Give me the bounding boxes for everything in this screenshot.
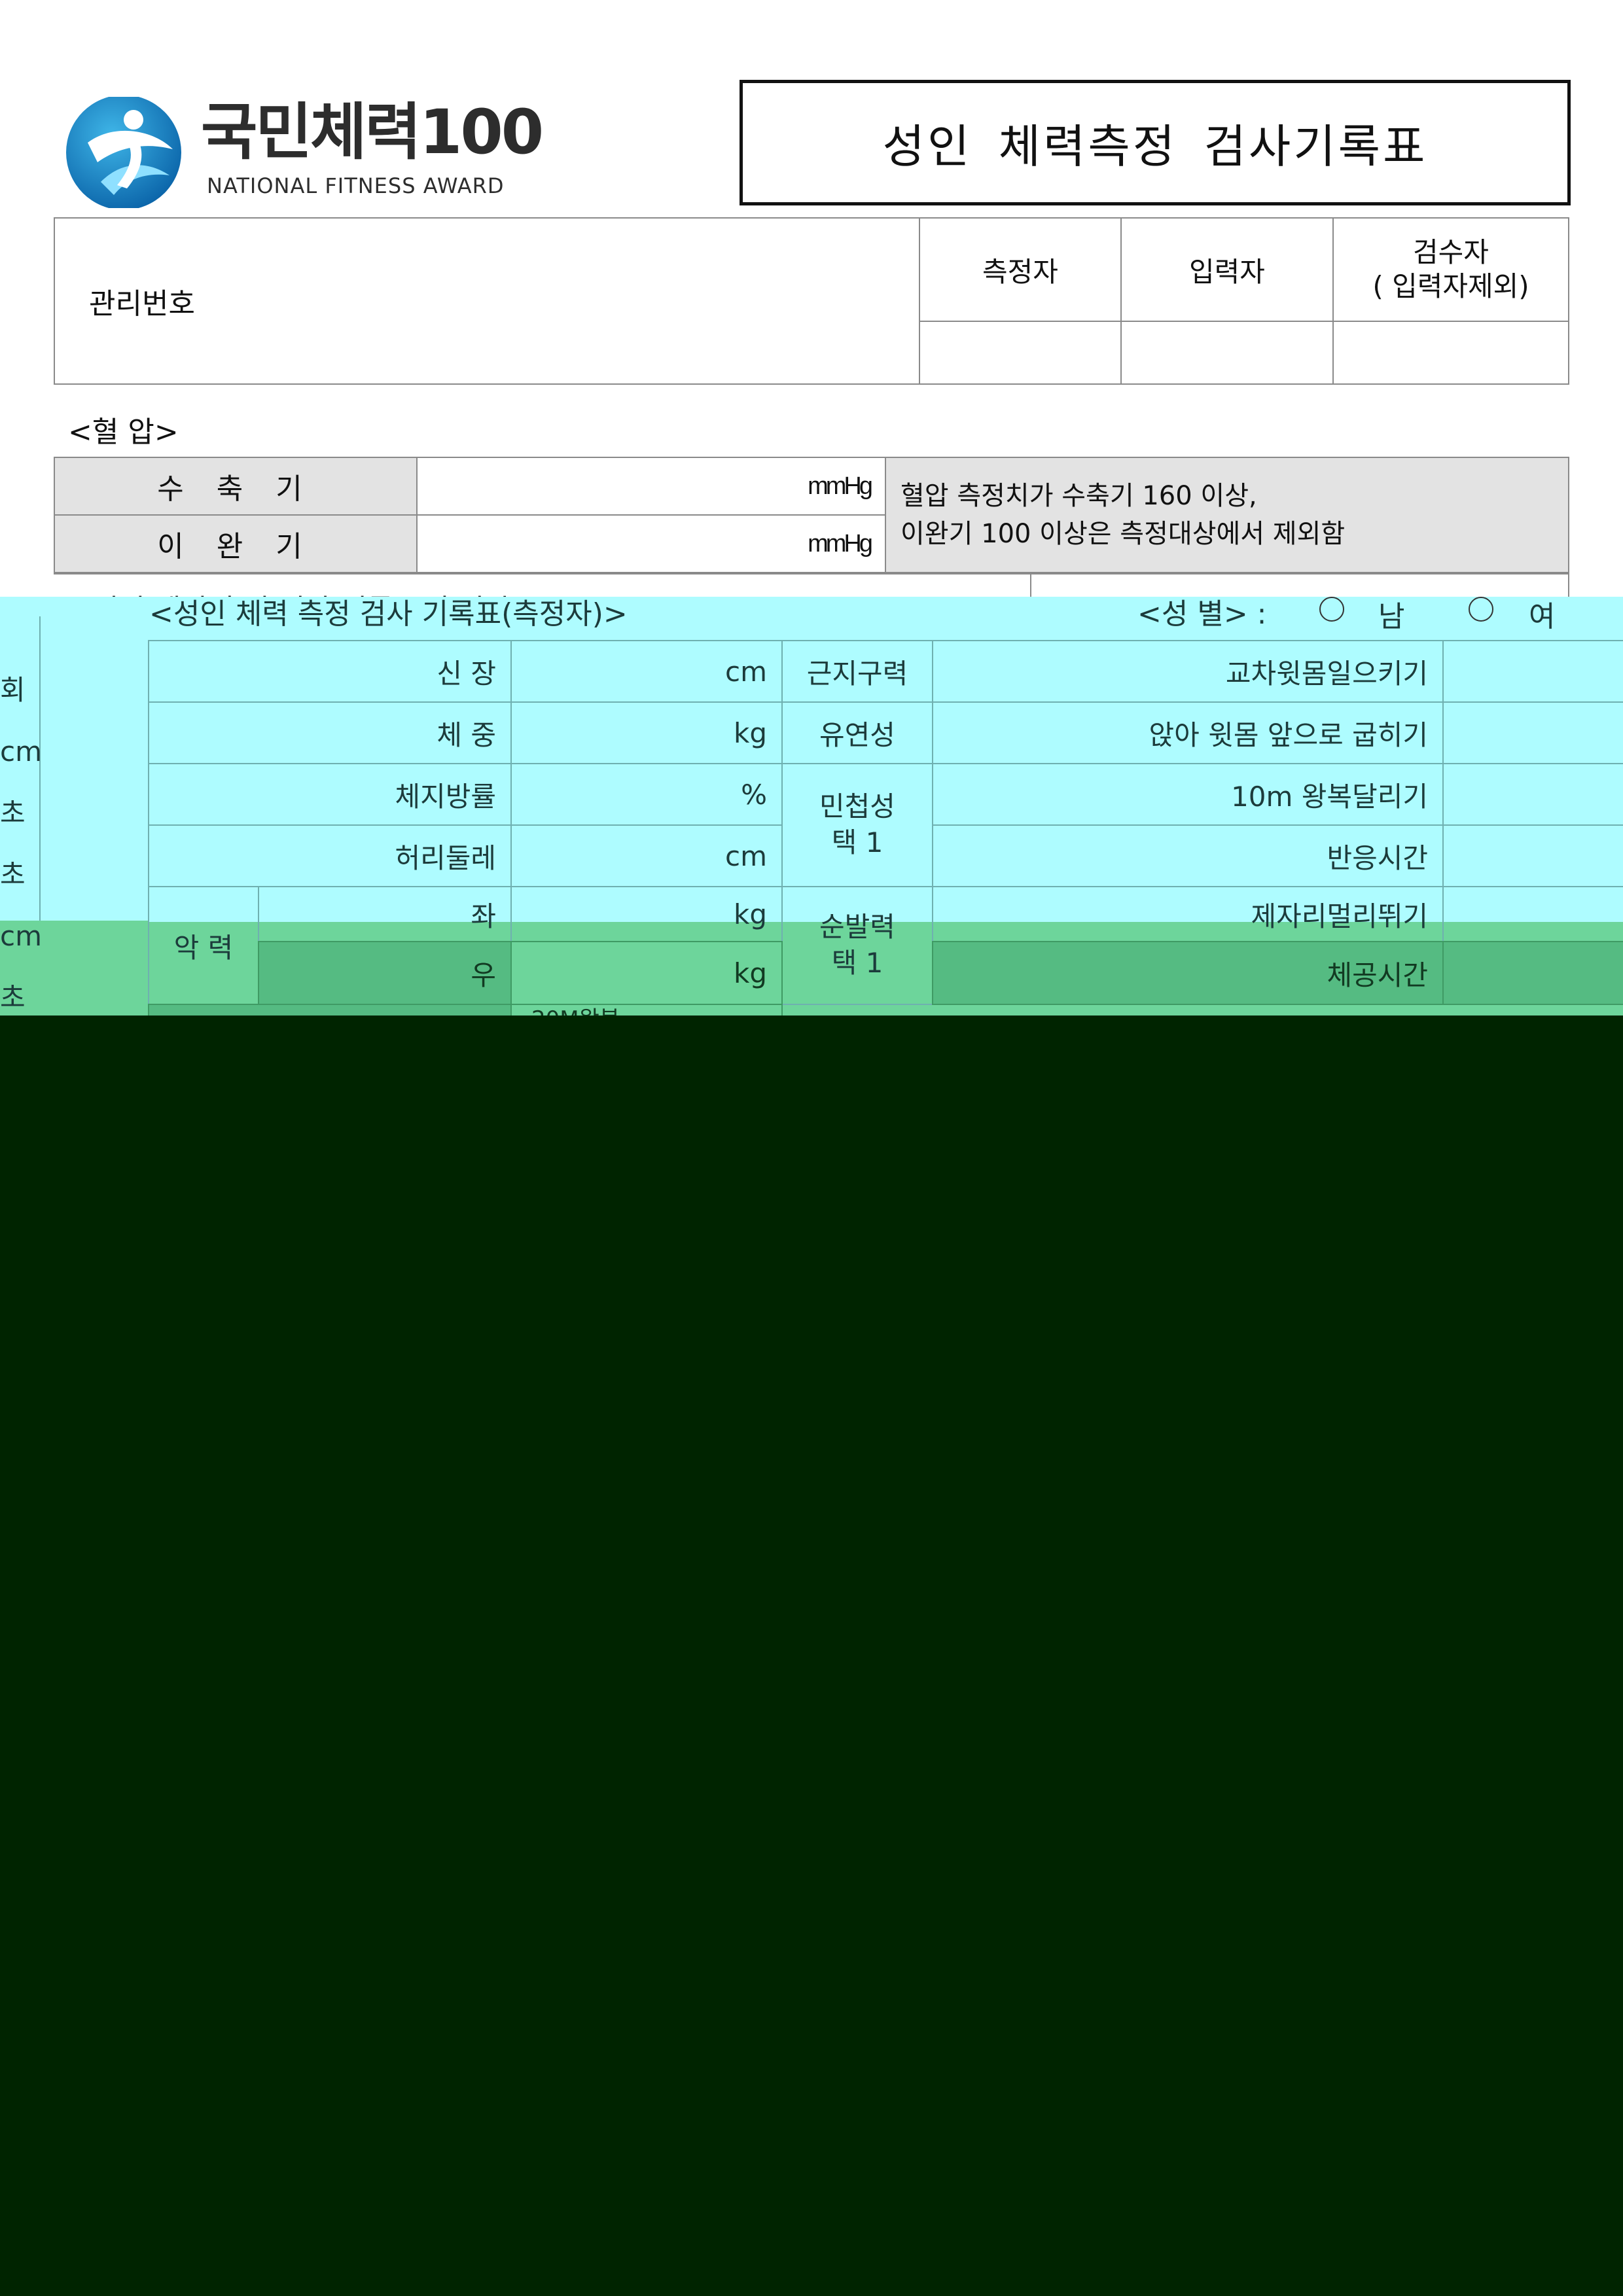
entry-header: 입력자 [1120, 217, 1334, 322]
waist-label: 허리둘레 [148, 824, 512, 887]
body-fat-text: 체지방률 [395, 780, 496, 813]
entry-label: 입력자 [1189, 255, 1265, 288]
body-fat-input[interactable]: % [510, 763, 783, 826]
sit-reach-text: 앉아 윗몸 앞으로 굽히기 [1149, 718, 1428, 751]
grip-text: 악 력 [173, 931, 234, 964]
diastolic-text: 이 완 기 [157, 530, 314, 563]
grip-right-input[interactable]: kg [510, 941, 783, 1005]
weight-unit: kg [734, 716, 767, 749]
management-number-cell[interactable]: 관리번호 [54, 217, 920, 385]
shuttle-run-text: 10m 왕복달리기 [1231, 780, 1428, 813]
note-line-1: 혈압 측정치가 수축기 160 이상, [901, 481, 1257, 511]
grip-right-unit: kg [734, 957, 767, 989]
waist-text: 허리둘레 [395, 841, 496, 874]
systolic-input[interactable]: mmHg [416, 457, 886, 516]
note-line-2: 이완기 100 이상은 측정대상에서 제외함 [901, 519, 1346, 549]
left-unit: cm [0, 920, 43, 952]
endurance-text: 근지구력 [806, 657, 908, 690]
hang-time-text: 체공시간 [1327, 959, 1428, 991]
height-input[interactable]: cm [510, 640, 783, 703]
gender-female-label: 여 [1529, 600, 1556, 633]
diastolic-unit: mmHg [808, 529, 873, 557]
left-unit: cm [0, 735, 43, 768]
weight-text: 체 중 [437, 718, 496, 751]
left-unit: 회 [0, 674, 26, 706]
sit-reach-label: 앉아 윗몸 앞으로 굽히기 [932, 701, 1444, 764]
entry-signature-field[interactable] [1120, 321, 1334, 385]
waist-input[interactable]: cm [510, 824, 783, 887]
endurance-category: 근지구력 [781, 640, 933, 703]
body-fat-label: 체지방률 [148, 763, 512, 826]
hang-time-input[interactable] [1442, 941, 1623, 1005]
flexibility-category: 유연성 [781, 701, 933, 764]
overlay-section-label: <성인 체력 측정 검사 기록표(측정자)> [149, 597, 628, 631]
gender-label: <성 별> : [1137, 597, 1267, 631]
measurer-header: 측정자 [919, 217, 1122, 322]
reviewer-label: 검수자 [1413, 236, 1489, 268]
height-text: 신 장 [437, 657, 496, 690]
cyan-overlay: <성인 체력 측정 검사 기록표(측정자)> <성 별> : 남 여 [0, 597, 1623, 1545]
long-jump-input[interactable] [1442, 886, 1623, 942]
agility-category: 민첩성 택 1 [781, 763, 933, 887]
reviewer-header: 검수자 ( 입력자제외) [1332, 217, 1569, 322]
waist-unit: cm [724, 839, 767, 872]
grip-left-label: 좌 [258, 886, 512, 942]
systolic-label: 수 축 기 [54, 457, 418, 516]
weight-label: 체 중 [148, 701, 512, 764]
flexibility-text: 유연성 [819, 718, 895, 751]
left-unit: 초 [0, 797, 26, 829]
sit-reach-input[interactable] [1442, 701, 1623, 764]
grip-label: 악 력 [148, 886, 259, 1005]
logo-subtitle: NATIONAL FITNESS AWARD [207, 173, 505, 198]
national-fitness-logo-icon [66, 97, 181, 208]
left-units: 회 cm 초 초 cm 초 [0, 660, 42, 1029]
measurer-signature-field[interactable] [919, 321, 1122, 385]
reviewer-signature-field[interactable] [1332, 321, 1569, 385]
gender-box-top [1030, 573, 1569, 599]
height-label: 신 장 [148, 640, 512, 703]
hang-time-label: 체공시간 [932, 941, 1444, 1005]
diastolic-label: 이 완 기 [54, 514, 418, 573]
long-jump-label: 제자리멀리뛰기 [932, 886, 1444, 942]
dark-overlay [0, 1016, 1623, 2296]
gender-male-label: 남 [1378, 600, 1405, 633]
systolic-text: 수 축 기 [157, 472, 314, 506]
gender-male-radio[interactable] [1319, 597, 1344, 622]
body-fat-unit: % [741, 778, 767, 811]
grip-left-input[interactable]: kg [510, 886, 783, 942]
blood-pressure-section-label: <혈 압> [68, 415, 179, 449]
left-unit: 초 [0, 981, 26, 1014]
document-title: 성인 체력측정 검사기록표 [740, 80, 1571, 205]
grip-left-text: 좌 [471, 900, 496, 932]
reviewer-sublabel: ( 입력자제외) [1372, 270, 1529, 302]
left-unit: 초 [0, 858, 26, 891]
crunch-label: 교차윗몸일으키기 [932, 640, 1444, 703]
weight-input[interactable]: kg [510, 701, 783, 764]
reaction-time-input[interactable] [1442, 824, 1623, 887]
grip-left-unit: kg [734, 898, 767, 930]
reaction-time-label: 반응시간 [932, 824, 1444, 887]
measurer-label: 측정자 [982, 255, 1058, 288]
systolic-unit: mmHg [808, 472, 873, 500]
crunch-text: 교차윗몸일으키기 [1225, 657, 1428, 690]
grip-right-text: 우 [471, 959, 496, 991]
shuttle-run-input[interactable] [1442, 763, 1623, 826]
grip-right-label: 우 [258, 941, 512, 1005]
shuttle-run-label: 10m 왕복달리기 [932, 763, 1444, 826]
diastolic-input[interactable]: mmHg [416, 514, 886, 573]
gender-female-radio[interactable] [1469, 597, 1493, 622]
long-jump-text: 제자리멀리뛰기 [1251, 900, 1428, 932]
logo-title: 국민체력100 [201, 97, 544, 168]
height-unit: cm [724, 655, 767, 688]
divider [54, 573, 1569, 574]
crunch-input[interactable] [1442, 640, 1623, 703]
power-category: 순발력 택 1 [781, 886, 933, 1005]
blood-pressure-note: 혈압 측정치가 수축기 160 이상, 이완기 100 이상은 측정대상에서 제… [885, 457, 1569, 573]
reaction-time-text: 반응시간 [1327, 841, 1428, 874]
agility-text: 민첩성 택 1 [819, 790, 895, 858]
management-number-label: 관리번호 [89, 287, 195, 321]
power-text: 순발력 택 1 [819, 911, 895, 979]
